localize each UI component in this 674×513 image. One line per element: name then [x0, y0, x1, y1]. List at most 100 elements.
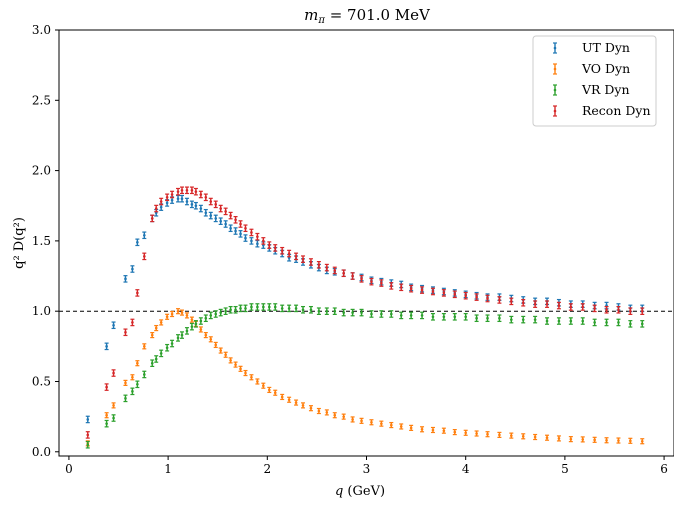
data-point — [640, 438, 645, 445]
data-point — [255, 303, 260, 311]
data-point — [628, 437, 633, 444]
data-point — [509, 297, 514, 306]
data-point — [628, 307, 633, 315]
data-point — [545, 300, 550, 308]
data-point — [142, 252, 147, 261]
data-point — [521, 433, 526, 440]
data-point — [176, 187, 181, 196]
data-point — [301, 305, 306, 314]
legend-item: UT Dyn — [553, 40, 630, 55]
data-point — [273, 244, 278, 252]
data-point — [452, 313, 457, 321]
data-point — [556, 301, 561, 310]
data-point — [154, 324, 159, 332]
data-point — [249, 374, 254, 381]
data-point — [142, 231, 147, 240]
data-point — [189, 186, 194, 195]
x-tick-label: 4 — [462, 462, 470, 476]
data-point — [180, 186, 184, 195]
data-point — [521, 298, 526, 307]
data-point — [193, 187, 198, 196]
data-point — [409, 284, 414, 293]
legend-box — [532, 35, 657, 127]
data-point — [628, 320, 633, 328]
data-point — [111, 414, 116, 422]
legend-item: Recon Dyn — [553, 103, 651, 118]
data-point — [316, 307, 321, 315]
data-point — [533, 300, 538, 308]
data-point — [332, 307, 337, 315]
series-layer — [85, 186, 645, 449]
data-point — [474, 314, 479, 323]
data-point — [359, 275, 364, 283]
data-point — [592, 318, 597, 327]
legend-item: VO Dyn — [553, 61, 630, 76]
data-point — [243, 369, 248, 377]
data-point — [389, 310, 394, 318]
data-point — [228, 305, 233, 314]
data-point — [399, 423, 404, 430]
data-point — [184, 312, 189, 319]
chart-title: mπ = 701.0 MeV — [304, 6, 431, 26]
data-point — [485, 431, 490, 438]
data-point — [184, 186, 189, 195]
data-point — [198, 204, 203, 213]
data-point — [580, 317, 585, 325]
data-point — [104, 412, 109, 419]
data-point — [249, 237, 254, 245]
data-point — [159, 197, 164, 206]
data-point — [123, 394, 128, 403]
x-axis-ticks: 0 1 2 3 4 5 6 — [65, 456, 668, 476]
data-point — [135, 289, 140, 297]
data-point — [324, 307, 329, 315]
data-point — [341, 413, 346, 420]
series-vr-dyn — [85, 303, 645, 449]
data-point — [184, 197, 189, 206]
data-point — [359, 417, 364, 424]
data-point — [533, 315, 538, 324]
data-point — [463, 291, 468, 300]
data-point — [441, 289, 446, 297]
data-point — [267, 303, 272, 311]
data-point — [130, 387, 135, 396]
data-point — [379, 279, 384, 287]
data-point — [568, 317, 573, 325]
legend-label: VR Dyn — [581, 82, 630, 97]
data-point — [238, 230, 243, 238]
data-point — [420, 311, 425, 320]
data-point — [159, 319, 164, 326]
data-point — [308, 405, 313, 412]
x-tick-label: 6 — [660, 462, 668, 476]
data-point — [301, 255, 306, 263]
data-point — [150, 331, 155, 339]
data-point — [208, 211, 213, 220]
legend-marker — [553, 63, 557, 75]
data-point — [85, 440, 90, 449]
data-point — [616, 318, 621, 327]
data-point — [193, 320, 198, 328]
y-tick-label: 3.0 — [32, 23, 51, 37]
data-point — [420, 426, 425, 433]
data-point — [213, 214, 218, 223]
data-point — [280, 304, 285, 313]
x-tick-label: 0 — [65, 462, 73, 476]
y-axis-ticks: 0.0 0.5 1.0 1.5 2.0 2.5 3.0 — [32, 23, 59, 459]
data-point — [280, 246, 285, 255]
data-point — [198, 190, 203, 199]
data-point — [497, 314, 502, 323]
data-point — [198, 317, 203, 325]
data-point — [104, 342, 109, 351]
data-point — [233, 361, 238, 368]
data-point — [441, 427, 446, 434]
data-point — [198, 326, 203, 333]
data-point — [85, 415, 90, 424]
x-tick-label: 1 — [164, 462, 172, 476]
data-point — [203, 193, 208, 202]
y-tick-label: 2.5 — [32, 93, 51, 107]
data-point — [165, 193, 170, 202]
data-point — [130, 265, 135, 273]
data-point — [203, 314, 208, 323]
data-point — [193, 201, 198, 210]
data-point — [233, 227, 238, 235]
data-point — [261, 382, 266, 389]
